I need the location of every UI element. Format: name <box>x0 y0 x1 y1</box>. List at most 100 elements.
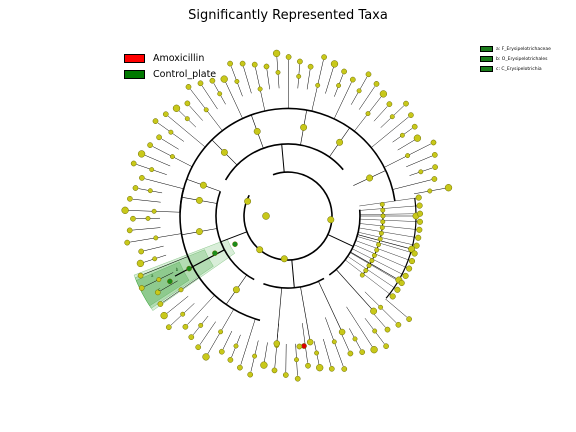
taxon-node-102 <box>156 277 162 283</box>
taxon-node-129 <box>415 194 422 201</box>
branch-line-77 <box>187 295 215 325</box>
taxon-node-153 <box>394 286 401 293</box>
taxon-node-155 <box>389 293 396 300</box>
branch-line-47 <box>371 116 409 148</box>
taxon-node-91 <box>202 353 210 361</box>
taxon-node-135 <box>416 218 423 225</box>
taxon-node-1 <box>121 206 129 214</box>
taxon-node-19 <box>185 84 192 90</box>
taxon-node-80 <box>282 372 289 378</box>
branch-line-83 <box>143 256 188 275</box>
branch-line-87 <box>132 227 161 231</box>
taxon-node-131 <box>416 202 423 209</box>
branch-arc-12 <box>179 107 396 213</box>
branch-line-61 <box>340 332 350 351</box>
branch-line-116 <box>349 252 401 283</box>
taxon-node-151 <box>398 279 405 287</box>
clade-swatch-c <box>480 66 493 72</box>
taxon-node-84 <box>252 353 258 359</box>
branch-line-85 <box>144 245 164 252</box>
taxon-node-103 <box>138 285 145 291</box>
branch-arc-9 <box>263 277 325 289</box>
taxon-node-76 <box>316 364 324 372</box>
branch-line-101 <box>276 287 282 344</box>
taxon-node-25 <box>227 60 233 67</box>
taxon-node-38 <box>330 60 339 68</box>
taxon-node-9 <box>169 154 175 160</box>
taxon-node-27 <box>257 86 263 92</box>
branch-line-17 <box>144 178 184 190</box>
taxon-node-120 <box>408 245 416 253</box>
legend-item-amoxicillin: Amoxicillin <box>124 50 216 66</box>
branch-line-112 <box>356 236 413 254</box>
taxon-node-2 <box>127 195 133 202</box>
taxon-node-13 <box>152 118 159 124</box>
taxon-node-53 <box>413 134 422 142</box>
taxon-node-18 <box>203 107 209 113</box>
taxon-node-90 <box>218 329 224 335</box>
clade-swatch-a <box>480 46 493 52</box>
taxon-node-98 <box>160 311 168 320</box>
branch-line-51 <box>406 155 433 168</box>
branch-line-73 <box>222 330 233 350</box>
branch-line-57 <box>372 312 386 328</box>
taxon-node-41 <box>349 76 356 83</box>
branch-line-113 <box>355 240 411 261</box>
taxon-node-24 <box>234 78 240 84</box>
branch-line-4 <box>281 144 285 173</box>
clade-label-c: c: C_Erysipelotrichia <box>496 66 542 72</box>
taxon-node-157 <box>232 241 238 247</box>
taxon-node-124 <box>306 338 314 346</box>
taxon-node-125 <box>273 340 281 347</box>
taxon-node-138 <box>379 225 385 231</box>
taxon-node-48 <box>389 114 395 120</box>
taxon-node-17 <box>184 100 191 107</box>
taxon-node-74 <box>328 365 335 372</box>
taxon-node-137 <box>416 226 423 233</box>
taxon-node-127 <box>195 228 203 236</box>
branch-line-49 <box>397 139 416 151</box>
clade-label-b: b: O_Erysipelotrichales <box>496 56 548 62</box>
taxon-node-149 <box>402 272 409 279</box>
branch-line-19 <box>144 154 171 167</box>
taxon-node-106 <box>136 259 145 268</box>
branch-line-115 <box>352 248 404 276</box>
taxon-node-115 <box>253 127 261 135</box>
taxon-node-34 <box>297 58 303 65</box>
branch-line-81 <box>160 280 178 292</box>
taxon-node-108 <box>153 235 159 241</box>
taxon-node-110 <box>126 227 133 234</box>
taxon-node-139 <box>415 234 422 241</box>
taxon-node-68 <box>370 346 378 354</box>
taxon-node-87 <box>233 343 239 349</box>
taxon-node-94 <box>188 334 195 340</box>
branch-line-55 <box>385 298 407 318</box>
taxon-node-40 <box>341 68 347 75</box>
taxon-node-43 <box>365 71 372 78</box>
legend-item-control: Control_plate <box>124 66 216 82</box>
taxon-node-143 <box>411 250 418 257</box>
taxon-node-165 <box>280 255 288 263</box>
taxon-node-8 <box>137 150 146 158</box>
taxon-node-32 <box>285 54 292 60</box>
taxon-node-82 <box>271 367 278 374</box>
taxon-node-26 <box>239 60 246 67</box>
taxon-node-114 <box>220 148 228 156</box>
taxon-node-134 <box>380 213 386 219</box>
taxon-node-128 <box>195 196 203 204</box>
taxon-node-167 <box>256 246 264 254</box>
branch-line-79 <box>166 296 189 314</box>
taxon-node-141 <box>413 242 420 249</box>
branch-arc-3 <box>243 171 333 261</box>
taxon-node-92 <box>195 344 202 351</box>
taxon-node-148 <box>371 252 377 258</box>
legend-label-amoxicillin: Amoxicillin <box>153 52 205 64</box>
taxon-node-97 <box>165 324 172 331</box>
taxon-node-5 <box>139 175 145 181</box>
branch-line-111 <box>358 232 415 246</box>
chart-title: Significantly Represented Taxa <box>188 8 388 23</box>
taxon-node-123 <box>338 328 346 336</box>
taxon-node-4 <box>132 185 139 191</box>
taxon-node-28 <box>251 61 258 68</box>
